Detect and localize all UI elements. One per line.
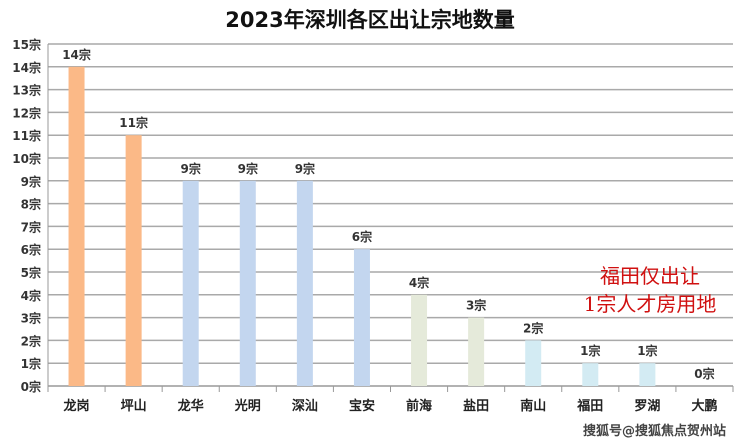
y-tick-label: 9宗: [21, 174, 41, 189]
y-tick-label: 3宗: [21, 311, 41, 326]
y-tick-label: 7宗: [21, 219, 41, 234]
bar: [68, 66, 85, 387]
x-category-label: 宝安: [349, 398, 375, 414]
x-category-label: 光明: [234, 398, 261, 414]
data-label: 11宗: [119, 115, 148, 130]
y-tick-label: 2宗: [21, 333, 41, 348]
data-label: 9宗: [181, 161, 201, 176]
bar: [525, 340, 542, 386]
bar: [582, 363, 599, 386]
data-label: 0宗: [694, 366, 714, 381]
y-tick-label: 13宗: [12, 83, 41, 98]
data-label: 2宗: [523, 320, 543, 335]
x-category-label: 龙岗: [64, 398, 90, 414]
x-category-label: 罗湖: [634, 399, 660, 414]
x-category-label: 福田: [576, 398, 603, 414]
bar: [468, 317, 485, 386]
bar: [125, 135, 142, 386]
annotation-text: 福田仅出让 1宗人才房用地: [560, 262, 740, 318]
x-category-label: 大鹏: [691, 398, 717, 414]
data-label: 14宗: [62, 47, 91, 62]
y-tick-label: 4宗: [21, 288, 41, 303]
y-tick-label: 11宗: [12, 128, 41, 143]
bar: [182, 180, 199, 386]
x-category-label: 盐田: [463, 398, 489, 414]
watermark: 搜狐号@搜狐焦点贺州站: [582, 424, 726, 439]
data-label: 3宗: [466, 298, 486, 313]
bar: [639, 363, 656, 386]
x-category-label: 前海: [406, 398, 432, 414]
x-category-label: 龙华: [178, 398, 204, 414]
bar: [411, 294, 428, 386]
x-category-label: 坪山: [121, 398, 147, 414]
y-tick-label: 5宗: [21, 265, 41, 280]
data-label: 1宗: [580, 343, 600, 358]
y-tick-label: 8宗: [21, 197, 41, 212]
data-label: 6宗: [352, 229, 372, 244]
bar: [353, 249, 370, 386]
data-label: 4宗: [409, 275, 429, 290]
x-category-label: 深汕: [292, 398, 318, 414]
data-label: 9宗: [295, 161, 315, 176]
y-tick-label: 0宗: [21, 379, 41, 394]
y-tick-label: 1宗: [21, 356, 41, 371]
bar: [239, 180, 256, 386]
data-label: 1宗: [637, 343, 657, 358]
annotation-line-1: 福田仅出让: [600, 264, 700, 288]
data-label: 9宗: [238, 161, 258, 176]
y-tick-label: 12宗: [12, 105, 41, 120]
x-category-label: 南山: [520, 398, 546, 414]
y-tick-label: 14宗: [12, 60, 41, 75]
y-tick-label: 6宗: [21, 242, 41, 257]
y-tick-label: 15宗: [12, 37, 41, 52]
bar: [296, 180, 313, 386]
y-tick-label: 10宗: [12, 151, 41, 166]
annotation-line-2: 1宗人才房用地: [583, 292, 717, 316]
chart-title: 2023年深圳各区出让宗地数量: [225, 8, 514, 32]
